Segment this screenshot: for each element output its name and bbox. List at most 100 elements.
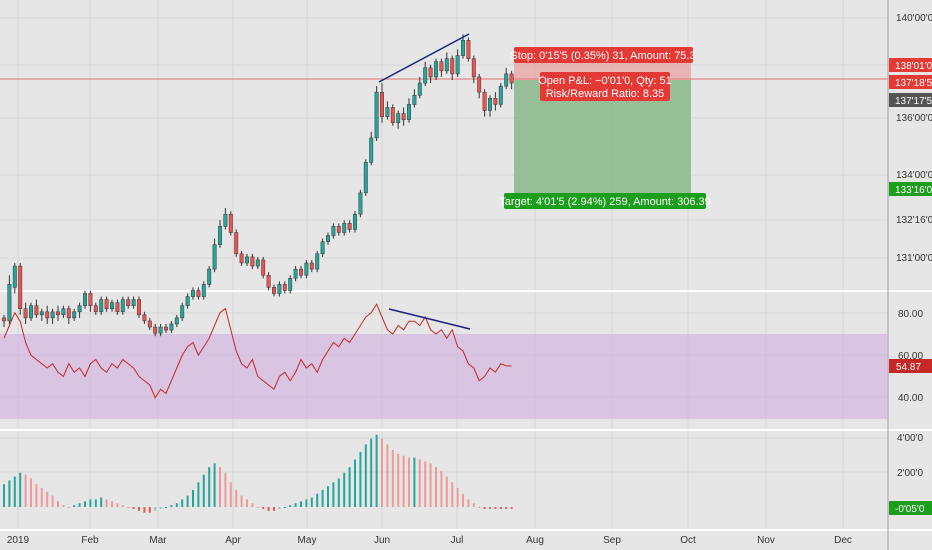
candle <box>56 305 60 321</box>
candle <box>99 296 104 315</box>
stop-price-tag <box>889 58 932 72</box>
candle <box>407 98 411 123</box>
candle-body <box>363 162 368 194</box>
candle-body <box>369 137 374 163</box>
macd-bar <box>143 507 146 513</box>
stop-label-box[interactable] <box>514 47 693 63</box>
macd-bar <box>310 497 313 507</box>
macd-bar <box>397 453 400 507</box>
candle <box>158 324 163 337</box>
macd-bar <box>262 507 265 509</box>
candle-body <box>126 299 131 306</box>
close-price-tag <box>889 93 932 107</box>
candle <box>93 302 98 315</box>
candle-body <box>72 311 77 319</box>
macd-bar <box>197 482 200 507</box>
price-axis-label: 140'00'0 <box>896 13 932 24</box>
macd-bar <box>300 501 302 507</box>
candle-body <box>2 317 6 322</box>
macd-bar <box>181 499 184 507</box>
price-axis-label: 131'00'0 <box>896 253 932 264</box>
candle <box>288 275 293 294</box>
candle-body <box>509 73 514 84</box>
target-label-box[interactable] <box>504 193 706 209</box>
candle-body <box>477 76 482 93</box>
candle-body <box>120 299 125 313</box>
candle-body <box>493 98 498 105</box>
macd-bar <box>94 499 97 507</box>
candle-body <box>272 287 276 294</box>
candle-body <box>234 232 239 255</box>
rsi-line <box>3 303 512 399</box>
candle-body <box>207 268 212 285</box>
candle-body <box>218 226 222 245</box>
target-price-tag-label: 133'16'0 <box>895 185 932 196</box>
candle <box>174 314 179 328</box>
rsi-trendline[interactable] <box>388 308 471 330</box>
macd-bar <box>246 499 248 507</box>
macd-bar <box>30 478 32 507</box>
time-axis-label: Jul <box>451 535 464 546</box>
candle-body <box>169 323 174 331</box>
macd-bar <box>402 455 405 507</box>
candle-body <box>250 256 255 267</box>
rsi-axis[interactable]: 80.00 60.00 40.00 <box>898 309 923 404</box>
macd-axis[interactable]: 4'00'0 2'00'0 <box>897 433 924 479</box>
candle-body <box>137 299 141 316</box>
candle-body <box>12 265 17 288</box>
candle <box>282 281 287 294</box>
macd-bar <box>294 503 297 507</box>
macd-bar <box>489 507 491 509</box>
candle-body <box>131 299 136 306</box>
macd-bar <box>235 489 238 507</box>
macd-bar <box>472 503 475 507</box>
candle <box>50 308 55 324</box>
price-axis[interactable]: 140'00'0 136'00'0 134'00'0 132'16'0 131'… <box>896 13 932 264</box>
macd-bar <box>51 495 54 507</box>
rsi-axis-label: 80.00 <box>898 309 923 320</box>
candle-body <box>385 107 390 117</box>
macd-bar <box>40 488 43 507</box>
macd-bar <box>413 457 416 507</box>
grid <box>0 0 888 530</box>
candle-body <box>104 299 109 310</box>
macd-bar <box>73 505 76 507</box>
candle-body <box>407 104 411 120</box>
candle-body <box>201 284 206 297</box>
candle <box>83 290 87 309</box>
macd-axis-label: 2'00'0 <box>897 468 924 479</box>
candle <box>504 67 509 90</box>
macd-bar <box>418 459 421 507</box>
candle-body <box>50 311 55 319</box>
candle <box>45 305 50 324</box>
candle-body <box>358 192 363 215</box>
macd-bar <box>256 507 259 508</box>
candle-body <box>390 107 395 123</box>
candle-body <box>255 259 260 267</box>
rsi-panel <box>3 303 512 399</box>
candle-body <box>471 58 476 78</box>
macd-bar <box>165 507 167 508</box>
candle-body <box>288 278 293 291</box>
pnl-label-box[interactable] <box>540 72 670 101</box>
macd-bar <box>375 434 378 507</box>
candle <box>126 296 131 309</box>
candle-body <box>174 317 179 325</box>
time-axis-label: Nov <box>757 535 775 546</box>
candle-body <box>401 113 406 120</box>
candle <box>396 110 401 129</box>
candle <box>23 302 28 324</box>
candle <box>455 49 460 77</box>
macd-bar <box>305 499 308 507</box>
macd-bar <box>127 507 130 508</box>
candle <box>34 299 39 318</box>
price-axis-label: 136'00'0 <box>896 113 932 124</box>
candle <box>412 89 417 108</box>
macd-bar <box>278 507 281 509</box>
panel-separators <box>0 290 932 531</box>
time-axis[interactable]: 2019 Feb Mar Apr May Jun Jul Aug Sep Oct… <box>7 535 852 546</box>
candle <box>293 266 298 282</box>
price-trendline[interactable] <box>378 33 470 83</box>
candle <box>66 305 71 324</box>
